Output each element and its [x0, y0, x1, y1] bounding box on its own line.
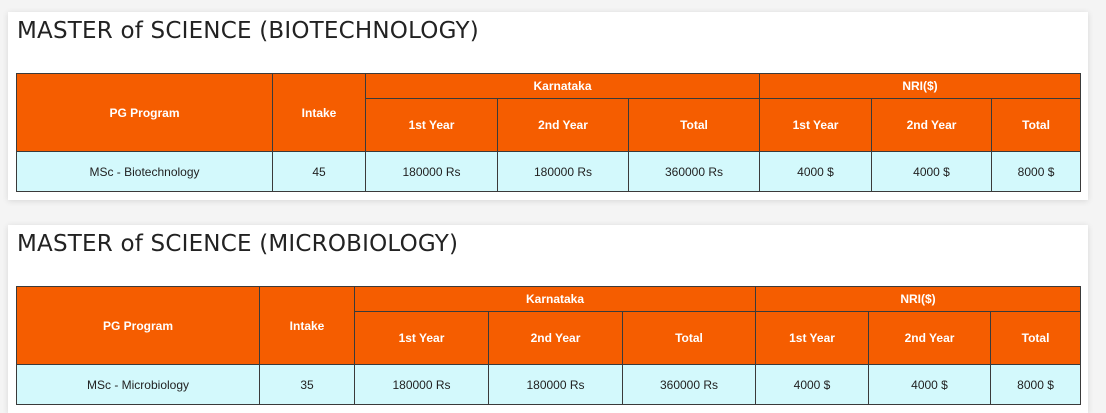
header-nri-1st-year: 1st Year	[755, 311, 870, 365]
cell-karnataka-total: 360000 Rs	[621, 364, 757, 405]
header-karnataka-2nd-year: 2nd Year	[488, 311, 623, 365]
header-pg-program: PG Program	[16, 73, 273, 152]
cell-nri-1st-year: 4000 $	[755, 364, 870, 405]
cell-nri-total: 8000 $	[990, 364, 1082, 405]
biotechnology-section: MASTER of SCIENCE (BIOTECHNOLOGY) PG Pro…	[8, 12, 1088, 200]
header-nri-1st-year: 1st Year	[759, 98, 873, 152]
cell-karnataka-2nd-year: 180000 Rs	[497, 151, 629, 192]
cell-nri-total: 8000 $	[991, 151, 1082, 192]
cell-karnataka-2nd-year: 180000 Rs	[488, 364, 623, 405]
table-row: MSc - Microbiology 35 180000 Rs 180000 R…	[16, 364, 1082, 405]
header-nri-2nd-year: 2nd Year	[871, 98, 993, 152]
fee-table: PG Program Intake Karnataka NRI($) 1st Y…	[16, 73, 1082, 192]
header-nri: NRI($)	[755, 286, 1082, 312]
cell-program: MSc - Biotechnology	[16, 151, 273, 192]
section-title: MASTER of SCIENCE (MICROBIOLOGY)	[17, 231, 459, 257]
cell-program: MSc - Microbiology	[16, 364, 260, 405]
header-nri-2nd-year: 2nd Year	[868, 311, 992, 365]
header-karnataka: Karnataka	[353, 286, 757, 312]
cell-intake: 35	[259, 364, 355, 405]
section-title: MASTER of SCIENCE (BIOTECHNOLOGY)	[17, 18, 479, 44]
cell-karnataka-1st-year: 180000 Rs	[354, 364, 489, 405]
header-karnataka: Karnataka	[364, 73, 761, 99]
cell-nri-1st-year: 4000 $	[759, 151, 873, 192]
header-nri: NRI($)	[759, 73, 1082, 99]
header-intake: Intake	[272, 73, 366, 152]
table-row: MSc - Biotechnology 45 180000 Rs 180000 …	[16, 151, 1082, 192]
header-nri-total: Total	[990, 311, 1082, 365]
cell-intake: 45	[272, 151, 366, 192]
cell-karnataka-total: 360000 Rs	[627, 151, 761, 192]
microbiology-section: MASTER of SCIENCE (MICROBIOLOGY) PG Prog…	[8, 225, 1088, 413]
header-intake: Intake	[259, 286, 355, 365]
header-pg-program: PG Program	[16, 286, 260, 365]
cell-nri-2nd-year: 4000 $	[868, 364, 992, 405]
header-karnataka-total: Total	[627, 98, 761, 152]
header-karnataka-1st-year: 1st Year	[365, 98, 498, 152]
fee-table: PG Program Intake Karnataka NRI($) 1st Y…	[16, 286, 1082, 405]
header-karnataka-2nd-year: 2nd Year	[497, 98, 629, 152]
header-karnataka-total: Total	[621, 311, 757, 365]
cell-karnataka-1st-year: 180000 Rs	[365, 151, 498, 192]
cell-nri-2nd-year: 4000 $	[871, 151, 993, 192]
header-nri-total: Total	[991, 98, 1082, 152]
header-karnataka-1st-year: 1st Year	[354, 311, 489, 365]
